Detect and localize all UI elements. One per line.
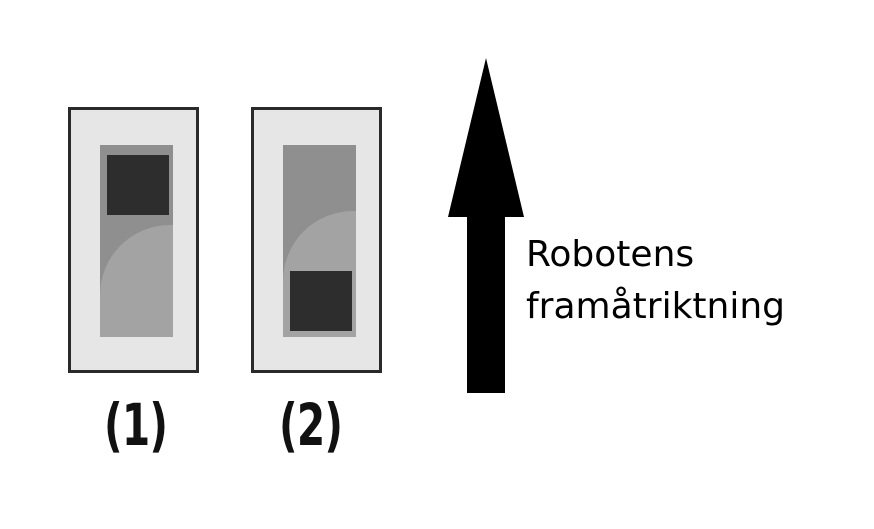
switch-slot <box>100 145 173 337</box>
switch-slot <box>283 145 356 337</box>
dip-switch-2 <box>251 107 382 373</box>
arrow-shape <box>448 58 524 393</box>
switch-2-label: (2) <box>279 391 343 459</box>
dip-switch-1 <box>68 107 199 373</box>
arrow-caption-line-1: Robotens <box>526 234 695 275</box>
switch-knob <box>290 271 352 331</box>
arrow-caption-line-2: framåtriktning <box>526 286 786 327</box>
switch-knob <box>107 155 169 215</box>
switch-1-label: (1) <box>104 391 168 459</box>
